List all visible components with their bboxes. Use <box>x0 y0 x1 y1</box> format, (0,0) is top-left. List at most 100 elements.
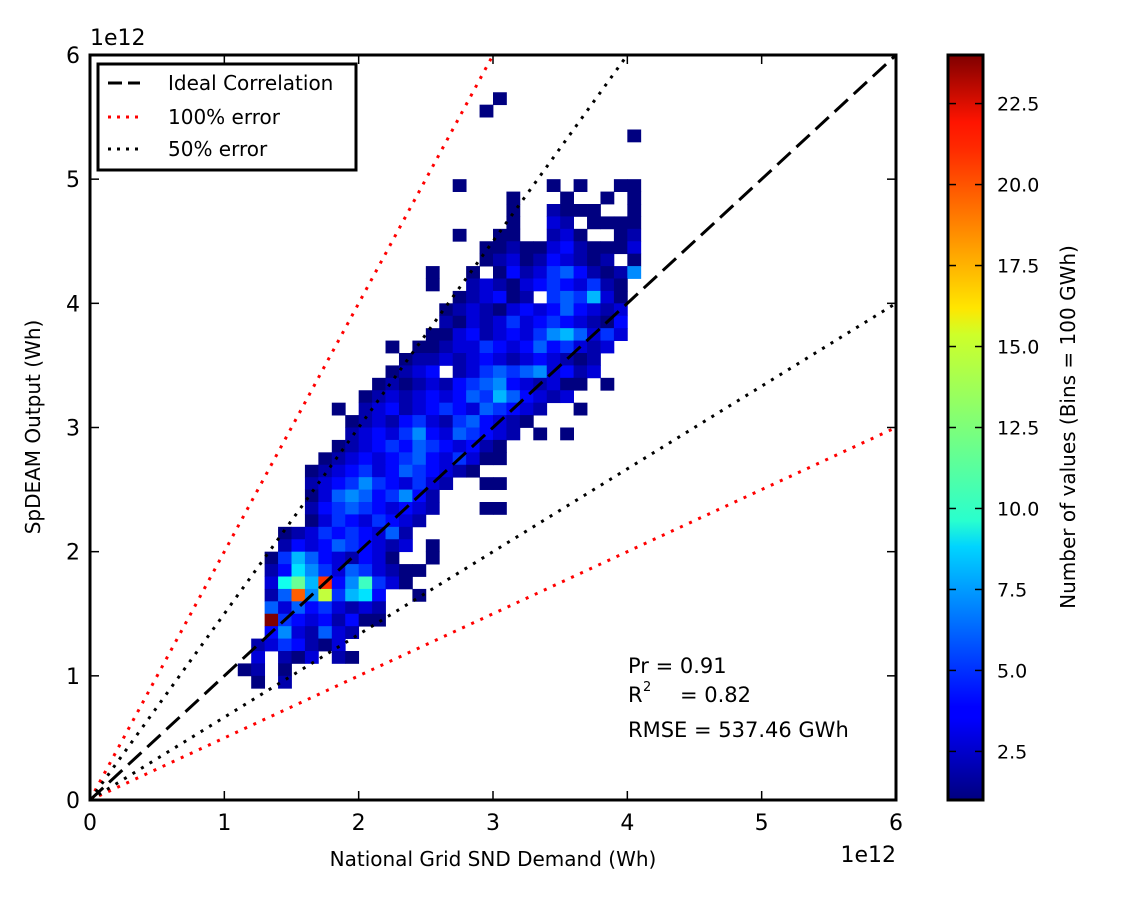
heatmap-cell <box>291 651 306 664</box>
heatmap-cell <box>385 402 400 416</box>
heatmap-cell <box>372 539 386 553</box>
heatmap-cell <box>304 514 319 528</box>
heatmap-cell <box>345 514 360 528</box>
heatmap-cell <box>345 526 360 540</box>
x-tick-label: 1 <box>217 811 231 836</box>
heatmap-cell <box>291 551 306 565</box>
heatmap-cell <box>506 427 521 441</box>
heatmap-cell <box>587 266 601 279</box>
heatmap-cell <box>466 353 480 366</box>
heatmap-cell <box>560 228 574 242</box>
heatmap-cell <box>452 353 467 366</box>
heatmap-cell <box>466 315 480 329</box>
heatmap-cell <box>519 266 534 279</box>
heatmap-cell <box>506 390 521 404</box>
y-offset-label: 1e12 <box>90 26 146 51</box>
heatmap-cell <box>398 576 413 590</box>
heatmap-cell <box>398 539 413 553</box>
heatmap-cell <box>452 328 467 341</box>
heatmap-cell <box>613 328 628 341</box>
heatmap-cell <box>519 340 534 354</box>
heatmap-cell <box>587 290 601 304</box>
heatmap-cell <box>506 253 521 267</box>
heatmap-cell <box>479 315 494 329</box>
heatmap-cell <box>587 353 601 366</box>
r2-value: = 0.82 <box>680 683 751 707</box>
heatmap-cell <box>560 315 574 329</box>
heatmap-cell <box>345 489 360 503</box>
heatmap-cell <box>264 564 279 577</box>
heatmap-cell <box>372 576 386 590</box>
heatmap-cell <box>627 266 642 279</box>
heatmap-cell <box>546 328 561 341</box>
heatmap-cell <box>613 179 628 192</box>
heatmap-cell <box>627 129 642 143</box>
heatmap-cell <box>425 439 440 453</box>
heatmap-cell <box>358 452 373 466</box>
heatmap-cell <box>318 539 333 553</box>
heatmap-cell <box>385 377 400 391</box>
y-tick-label: 0 <box>66 789 80 814</box>
heatmap-cell <box>278 638 292 652</box>
heatmap-cell <box>345 452 360 466</box>
heatmap-cell <box>452 228 467 242</box>
heatmap-cell <box>493 377 507 391</box>
heatmap-cell <box>264 551 279 565</box>
heatmap-cell <box>452 390 467 404</box>
heatmap-cell <box>479 365 494 379</box>
heatmap-cell <box>573 266 588 279</box>
heatmap-cell <box>493 328 507 341</box>
heatmap-cell <box>506 377 521 391</box>
heatmap-cell <box>264 588 279 602</box>
heatmap-cell <box>412 353 427 366</box>
heatmap-cell <box>439 402 454 416</box>
heatmap-cell <box>506 278 521 292</box>
heatmap-cell <box>519 290 534 304</box>
heatmap-cell <box>600 266 615 279</box>
heatmap-cell <box>251 651 266 664</box>
heatmap-cell <box>304 464 319 478</box>
heatmap-cell <box>372 564 386 577</box>
heatmap-cell <box>304 638 319 652</box>
heatmap-cell <box>385 526 400 540</box>
heatmap-cell <box>506 340 521 354</box>
heatmap-cell <box>506 266 521 279</box>
heatmap-cell <box>479 104 494 118</box>
heatmap-cell <box>318 526 333 540</box>
heatmap-cell <box>385 439 400 453</box>
heatmap-cell <box>587 278 601 292</box>
heatmap-cell <box>493 353 507 366</box>
heatmap-cell <box>479 415 494 428</box>
heatmap-cell <box>452 415 467 428</box>
heatmap-cell <box>573 179 588 192</box>
heatmap-cell <box>466 415 480 428</box>
heatmap-cell <box>573 290 588 304</box>
heatmap-cell <box>439 427 454 441</box>
heatmap-cell <box>493 290 507 304</box>
heatmap-cell <box>358 502 373 515</box>
heatmap-cell <box>291 526 306 540</box>
heatmap-cell <box>345 415 360 428</box>
heatmap-cell <box>425 278 440 292</box>
x-tick-label: 5 <box>755 811 769 836</box>
heatmap-cell <box>452 315 467 329</box>
heatmap-cell <box>587 303 601 317</box>
heatmap-cell <box>600 278 615 292</box>
heatmap-cell <box>627 253 642 267</box>
heatmap-cell <box>331 502 346 515</box>
heatmap-cell <box>560 290 574 304</box>
heatmap-cell <box>385 415 400 428</box>
heatmap-cell <box>304 489 319 503</box>
heatmap-cell <box>452 402 467 416</box>
heatmap-cell <box>425 365 440 379</box>
heatmap-cell <box>546 278 561 292</box>
heatmap-cell <box>398 353 413 366</box>
heatmap-cell <box>264 576 279 590</box>
heatmap-cell <box>493 502 507 515</box>
heatmap-cell <box>318 601 333 615</box>
heatmap-cell <box>613 290 628 304</box>
x-tick-label: 0 <box>83 811 97 836</box>
colorbar-tick-label: 5.0 <box>997 660 1027 682</box>
heatmap-cell <box>412 564 427 577</box>
